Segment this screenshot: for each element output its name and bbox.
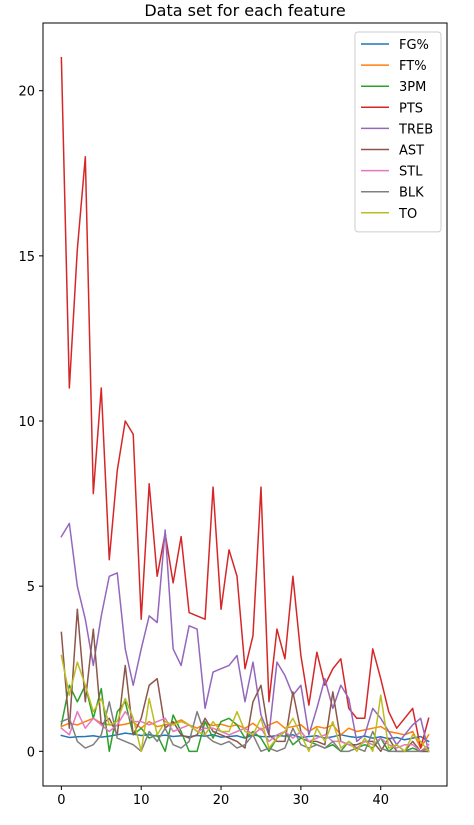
legend-label: STL [399, 165, 423, 180]
y-tick-label: 10 [18, 415, 35, 430]
x-axis: 0 10 20 30 40 [57, 786, 389, 808]
x-tick-label: 0 [57, 793, 65, 808]
x-tick-label: 40 [372, 793, 389, 808]
legend-item: FG% [361, 38, 429, 53]
series-line-to [60, 654, 430, 753]
legend: FG% FT% 3PM PTS TREB AST STL BLK TO [354, 31, 442, 233]
y-tick-label: 5 [27, 580, 35, 595]
legend-label: AST [399, 144, 424, 159]
series-line-treb [60, 522, 430, 753]
legend-label: TREB [398, 122, 433, 137]
legend-label: FT% [399, 59, 427, 74]
legend-item: 3PM [361, 80, 426, 95]
x-tick-label: 10 [133, 793, 150, 808]
legend-item: TO [361, 207, 417, 222]
legend-item: AST [361, 144, 424, 159]
chart-title: Data set for each feature [144, 1, 345, 20]
y-tick-label: 0 [27, 745, 35, 760]
plot-frame [42, 22, 448, 787]
legend-item: TREB [361, 122, 433, 137]
legend-label: FG% [399, 38, 429, 53]
legend-label: BLK [399, 186, 424, 201]
x-tick-label: 30 [293, 793, 310, 808]
legend-item: PTS [361, 101, 423, 116]
legend-box [354, 31, 442, 233]
series-layer [60, 56, 430, 753]
legend-item: BLK [361, 186, 424, 201]
y-tick-label: 20 [18, 85, 35, 100]
legend-item: STL [361, 165, 423, 180]
legend-label: 3PM [399, 80, 426, 95]
legend-item: FT% [361, 59, 427, 74]
series-line-pts [60, 56, 430, 749]
legend-label: TO [398, 207, 417, 222]
legend-label: PTS [399, 101, 423, 116]
y-axis: 0 5 10 15 20 [18, 85, 43, 760]
x-tick-label: 20 [213, 793, 230, 808]
y-tick-label: 15 [18, 250, 35, 265]
series-line-blk [60, 701, 430, 753]
